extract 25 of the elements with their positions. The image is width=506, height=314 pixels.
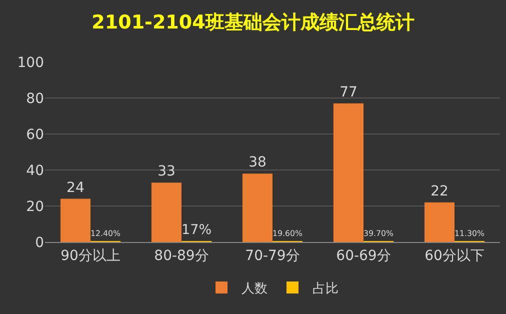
bar (60, 198, 90, 242)
data-label: 24 (66, 180, 84, 196)
legend-label: 人数 (242, 282, 268, 297)
bar (333, 103, 364, 242)
y-tick-label: 60 (26, 126, 44, 143)
bar (424, 202, 454, 242)
y-tick-label: 80 (26, 90, 44, 107)
x-tick-label: 90分以上 (60, 248, 120, 264)
y-tick-label: 100 (17, 54, 44, 71)
x-tick-label: 80-89分 (154, 248, 209, 264)
data-label: 22 (430, 183, 448, 200)
bar (242, 174, 272, 242)
legend-label: 占比 (312, 282, 338, 297)
x-tick-label: 60分以下 (424, 248, 484, 264)
x-tick-label: 70-79分 (245, 248, 300, 264)
y-tick-label: 20 (26, 198, 44, 215)
data-label: 33 (158, 164, 176, 180)
x-tick-label: 60-69分 (336, 248, 391, 264)
data-label: 17% (182, 222, 212, 238)
data-label: 77 (340, 84, 358, 100)
bar (151, 182, 182, 242)
y-tick-label: 0 (35, 234, 44, 251)
chart-title: 2101-2104班基础会计成绩汇总统计 (92, 12, 414, 34)
data-label: 38 (248, 154, 266, 171)
y-tick-label: 40 (26, 162, 44, 179)
